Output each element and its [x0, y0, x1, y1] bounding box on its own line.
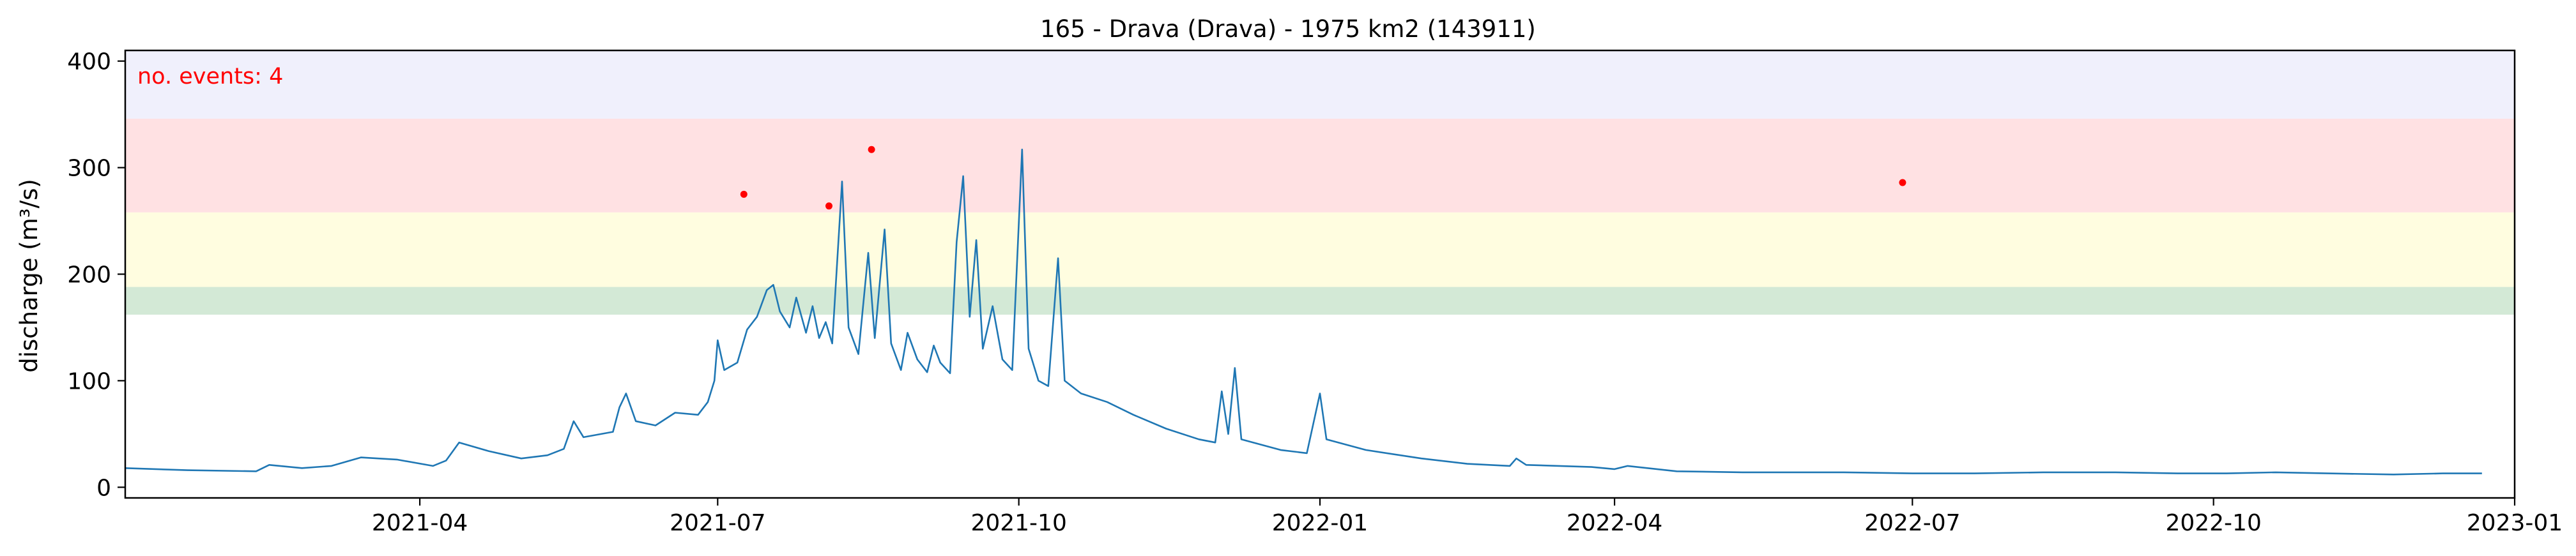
event-marker-1	[740, 190, 747, 198]
event-marker-4	[1899, 179, 1906, 186]
event-count-annotation: no. events: 4	[137, 64, 283, 89]
threshold-band-4	[125, 50, 2515, 119]
x-tick-label: 2023-01	[2467, 510, 2563, 536]
event-marker-3	[868, 146, 875, 153]
x-tick-label: 2022-04	[1567, 510, 1662, 536]
y-axis-label: discharge (m³/s)	[15, 179, 43, 373]
y-tick-label: 200	[67, 262, 111, 289]
threshold-band-1	[125, 287, 2515, 315]
discharge-series-line	[125, 148, 2482, 476]
x-tick-label: 2021-10	[970, 510, 1066, 536]
event-marker-2	[825, 202, 833, 210]
x-tick-label: 2022-01	[1272, 510, 1368, 536]
y-tick-label: 400	[67, 49, 111, 75]
chart-title: 165 - Drava (Drava) - 1975 km2 (143911)	[1040, 15, 1536, 43]
x-tick-label: 2021-04	[372, 510, 468, 536]
y-tick-label: 0	[96, 475, 111, 501]
y-tick-label: 300	[67, 156, 111, 182]
threshold-band-2	[125, 212, 2515, 287]
y-tick-label: 100	[67, 368, 111, 394]
x-tick-label: 2022-07	[1864, 510, 1960, 536]
threshold-band-3	[125, 118, 2515, 213]
x-tick-label: 2022-10	[2165, 510, 2261, 536]
x-tick-label: 2021-07	[670, 510, 765, 536]
